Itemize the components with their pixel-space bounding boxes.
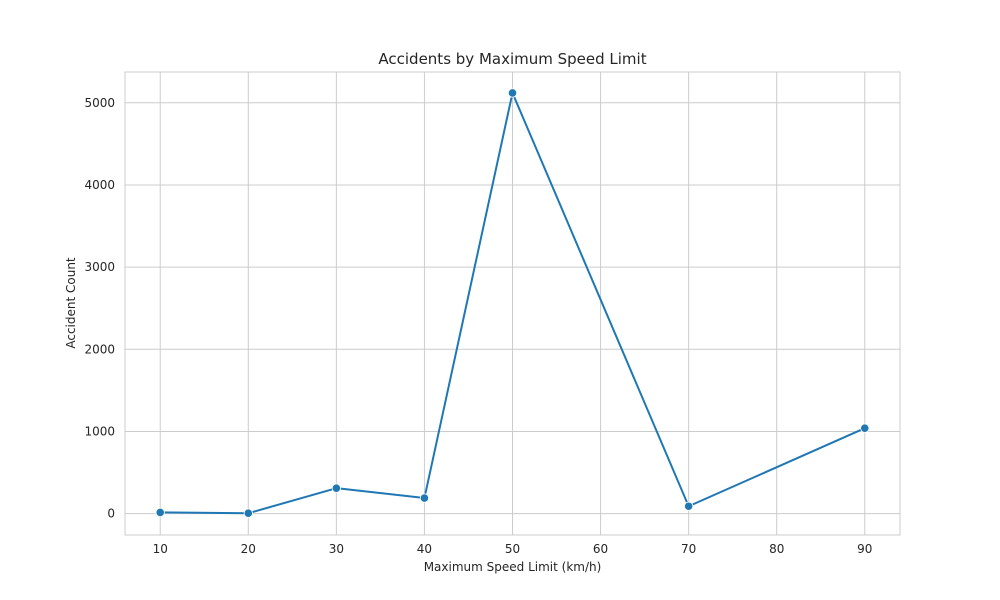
data-point [155,507,165,518]
chart-title: Accidents by Maximum Speed Limit [378,50,646,68]
x-tick-label: 80 [769,542,784,556]
series-layer [155,88,870,518]
y-tick-label: 0 [107,507,115,521]
y-axis-label: Accident Count [64,257,78,349]
x-tick-label: 10 [153,542,168,556]
x-tick-label: 90 [857,542,872,556]
y-tick-label: 2000 [84,342,115,356]
tick-labels: 10 20 30 40 50 60 70 80 90 0 1000 2000 3000 4000 5000 [84,96,872,556]
data-point [684,501,694,511]
plot-frame [124,71,901,536]
x-tick-label: 70 [681,542,696,556]
data-point [243,508,253,518]
y-tick-label: 5000 [84,96,115,110]
y-tick-label: 4000 [84,178,115,192]
x-tick-label: 20 [241,542,256,556]
y-tick-label: 3000 [84,260,115,274]
gridlines [125,72,900,535]
x-tick-label: 60 [593,542,608,556]
x-tick-label: 40 [417,542,432,556]
x-axis-label: Maximum Speed Limit (km/h) [424,560,602,574]
y-tick-label: 1000 [84,424,115,438]
x-tick-label: 30 [329,542,344,556]
data-point [331,483,341,493]
data-point [419,493,430,503]
x-tick-label: 50 [505,542,520,556]
data-point [507,88,518,98]
data-point [860,423,870,433]
